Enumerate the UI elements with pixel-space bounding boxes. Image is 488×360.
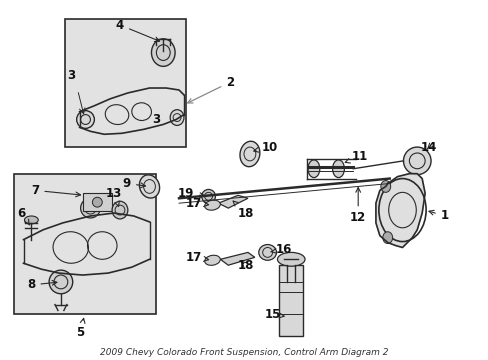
Ellipse shape: [382, 232, 392, 244]
Polygon shape: [375, 174, 424, 247]
Ellipse shape: [77, 111, 94, 129]
Text: 16: 16: [270, 243, 292, 256]
Bar: [65, 19, 185, 147]
Ellipse shape: [403, 147, 430, 175]
Ellipse shape: [258, 244, 276, 260]
Polygon shape: [218, 195, 247, 208]
Text: 5: 5: [76, 318, 85, 339]
Ellipse shape: [204, 255, 220, 265]
Text: 9: 9: [122, 177, 145, 190]
Ellipse shape: [49, 270, 73, 294]
Text: 12: 12: [349, 188, 366, 224]
Text: 10: 10: [253, 140, 277, 154]
Polygon shape: [220, 252, 254, 265]
Text: 13: 13: [106, 187, 122, 206]
Ellipse shape: [139, 175, 159, 198]
Text: 2: 2: [187, 76, 234, 103]
Ellipse shape: [201, 189, 215, 203]
Text: 4: 4: [116, 18, 159, 42]
Ellipse shape: [112, 201, 127, 219]
Text: 6: 6: [18, 207, 29, 225]
Ellipse shape: [81, 198, 100, 218]
Text: 17: 17: [185, 251, 208, 264]
Bar: [279, 265, 303, 336]
Ellipse shape: [307, 160, 319, 177]
Text: 3: 3: [152, 113, 160, 126]
Bar: [82, 193, 112, 211]
Text: 8: 8: [27, 278, 57, 291]
Text: 19: 19: [177, 187, 204, 200]
Ellipse shape: [204, 200, 220, 210]
Ellipse shape: [92, 197, 102, 207]
Text: 15: 15: [264, 308, 284, 321]
Ellipse shape: [170, 110, 183, 125]
Text: 18: 18: [237, 259, 254, 272]
Text: 11: 11: [345, 150, 367, 163]
Text: 7: 7: [31, 184, 81, 197]
Text: 18: 18: [233, 201, 254, 220]
Ellipse shape: [332, 160, 344, 177]
Bar: [14, 174, 156, 314]
Ellipse shape: [380, 181, 390, 192]
Text: 3: 3: [66, 69, 75, 82]
Ellipse shape: [240, 141, 259, 167]
Text: 1: 1: [428, 210, 448, 222]
Ellipse shape: [24, 216, 38, 224]
Text: 14: 14: [420, 140, 436, 154]
Ellipse shape: [277, 252, 305, 266]
Text: 17: 17: [185, 197, 208, 210]
Ellipse shape: [151, 39, 175, 66]
Text: 2009 Chevy Colorado Front Suspension, Control Arm Diagram 2: 2009 Chevy Colorado Front Suspension, Co…: [100, 348, 388, 357]
